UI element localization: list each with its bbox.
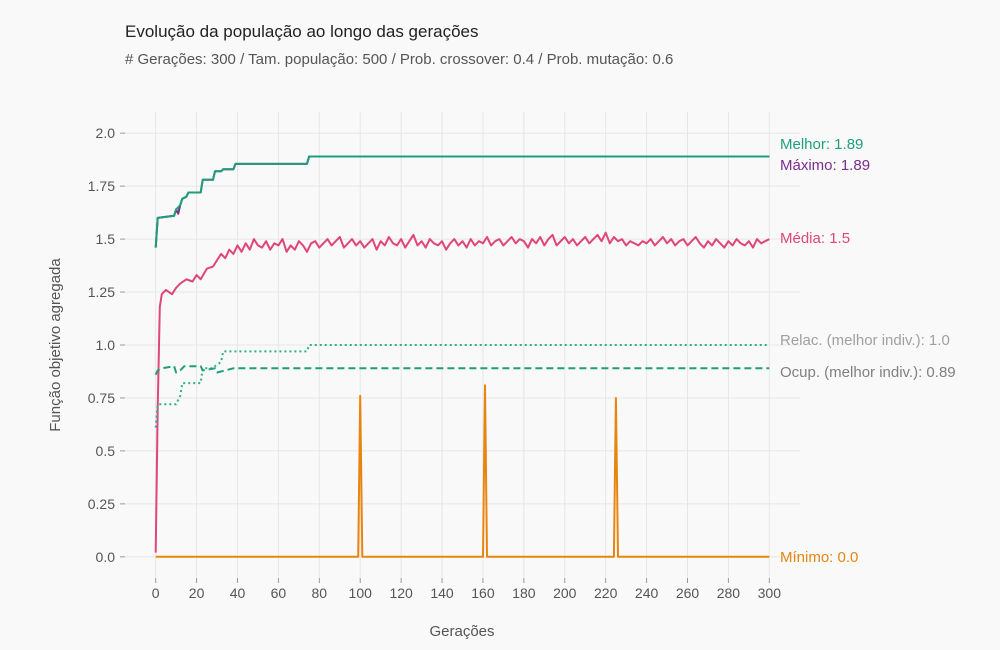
series-line-m-nimo bbox=[155, 384, 770, 558]
y-tick-label: 0.75 bbox=[88, 390, 115, 406]
series-line-m-ximo bbox=[154, 155, 770, 248]
x-tick-label: 180 bbox=[512, 585, 536, 601]
grid-layer bbox=[125, 112, 800, 578]
y-tick-label: 0.25 bbox=[88, 496, 115, 512]
series-end-label: Mínimo: 0.0 bbox=[780, 549, 858, 566]
x-tick-label: 280 bbox=[717, 585, 741, 601]
x-tick-label: 260 bbox=[676, 585, 700, 601]
series-end-label: Relac. (melhor indiv.): 1.0 bbox=[780, 332, 950, 349]
x-tick-label: 20 bbox=[189, 585, 205, 601]
series-layer bbox=[154, 155, 770, 558]
labels-layer: Melhor: 1.89 Máximo: 1.89 Média: 1.5 Relac.… bbox=[780, 136, 956, 566]
x-tick-label: 0 bbox=[152, 585, 160, 601]
x-tick-label: 80 bbox=[312, 585, 328, 601]
series-line-m-dia bbox=[154, 231, 770, 553]
chart-title: Evolução da população ao longo das geraç… bbox=[125, 22, 479, 41]
x-tick-label: 240 bbox=[635, 585, 659, 601]
chart-subtitle: # Gerações: 300 / Tam. população: 500 / … bbox=[125, 51, 674, 68]
series-end-label: Ocup. (melhor indiv.): 0.89 bbox=[780, 364, 956, 381]
x-tick-label: 40 bbox=[230, 585, 246, 601]
series-end-label: Máximo: 1.89 bbox=[780, 157, 870, 174]
y-tick-label: 0.0 bbox=[96, 549, 116, 565]
y-tick-label: 1.5 bbox=[96, 231, 116, 247]
y-tick-label: 2.0 bbox=[96, 125, 116, 141]
y-tick-label: 0.5 bbox=[96, 443, 116, 459]
y-tick-label: 1.25 bbox=[88, 284, 115, 300]
x-axis-label: Gerações bbox=[429, 623, 494, 640]
series-end-label: Melhor: 1.89 bbox=[780, 136, 863, 153]
x-tick-label: 140 bbox=[430, 585, 454, 601]
y-tick-label: 1.75 bbox=[88, 178, 115, 194]
series-line-melhor bbox=[154, 155, 770, 248]
y-tick-label: 1.0 bbox=[96, 337, 116, 353]
x-tick-label: 60 bbox=[271, 585, 287, 601]
x-tick-label: 100 bbox=[349, 585, 373, 601]
series-line-ocup-melhor-indiv bbox=[154, 365, 770, 376]
x-tick-label: 300 bbox=[758, 585, 782, 601]
x-tick-label: 160 bbox=[471, 585, 495, 601]
x-tick-label: 120 bbox=[389, 585, 413, 601]
x-tick-label: 200 bbox=[553, 585, 577, 601]
axes-layer: 0 20 40 60 80 100 120 140 160 180 200 220 240 260 280 3… bbox=[88, 125, 781, 601]
series-line-relac-melhor-indiv bbox=[154, 344, 770, 428]
series-end-label: Média: 1.5 bbox=[780, 230, 850, 247]
x-tick-label: 220 bbox=[594, 585, 618, 601]
y-axis-label: Função objetivo agregada bbox=[47, 258, 64, 432]
